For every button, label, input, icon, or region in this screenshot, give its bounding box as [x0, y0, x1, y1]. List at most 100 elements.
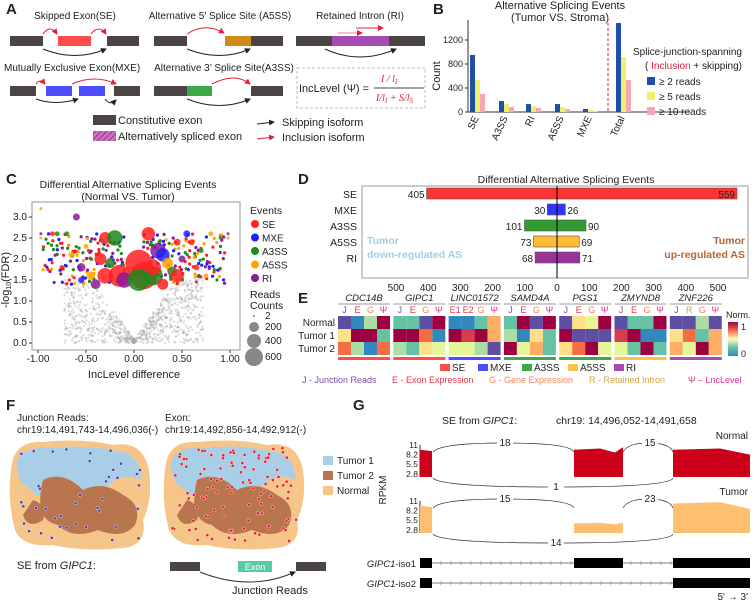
c-point-gray: [197, 313, 200, 316]
c-point-gray: [100, 317, 103, 320]
c-point-gray: [171, 297, 174, 300]
c-point-gray: [165, 316, 168, 319]
c-point-gray: [148, 320, 151, 323]
e-heatmap-cell: [503, 316, 517, 329]
c-point-gray: [112, 329, 115, 332]
e-heatmap-cell: [393, 316, 407, 329]
f-read-dot: [136, 536, 141, 541]
c-point-mxe: [45, 265, 49, 269]
c-point-gray: [169, 325, 172, 328]
f-read-dot: [186, 496, 191, 501]
c-point-gray: [98, 330, 101, 333]
c-point-gray: [99, 296, 102, 300]
c-point-gray: [66, 290, 69, 294]
c-point-a3ss: [215, 278, 219, 282]
c-point-gray: [190, 282, 193, 285]
g-coverage-exon1: [420, 505, 432, 533]
c-point-gray: [63, 309, 66, 313]
c-point-gray: [191, 297, 195, 300]
c-point-a3ss: [41, 247, 45, 252]
c-point-gray: [148, 335, 151, 338]
c-point-gray: [174, 294, 177, 297]
c-point-gray: [74, 322, 77, 325]
c-point-gray: [63, 294, 66, 297]
c-point-gray: [201, 306, 205, 309]
c-point-gray: [168, 297, 171, 300]
c-point-gray: [187, 330, 191, 333]
e-heatmap-cell: [708, 329, 722, 342]
f-skipped-exon: [238, 561, 272, 572]
g-track-label: Tumor: [719, 487, 748, 498]
c-point-gray: [173, 329, 177, 333]
f-read-dot: [95, 506, 100, 510]
g-isoform-exon: [574, 558, 623, 568]
c-point-gray: [196, 306, 199, 309]
e-norm-title: Norm.: [726, 310, 751, 320]
f-se-part: SE from: [17, 560, 60, 572]
c-point-gray: [118, 337, 121, 340]
c-point-gray: [100, 312, 103, 315]
c-point-gray: [188, 280, 191, 283]
c-point-gray: [132, 340, 136, 344]
c-point-gray: [135, 338, 138, 342]
c-point-gray: [111, 324, 114, 327]
inclusion-arrow: [35, 78, 46, 85]
c-point-gray: [199, 321, 202, 325]
c-point-gray: [75, 335, 78, 338]
e-column-label: J: [563, 305, 568, 315]
g-strand-chevron: [589, 580, 593, 586]
c-point-gray: [188, 288, 191, 291]
f-read-dot: [201, 496, 206, 501]
c-point-gray: [176, 303, 179, 306]
c-point-gray: [125, 335, 128, 338]
c-point-gray: [105, 322, 108, 326]
b-bar-ri: [531, 106, 536, 112]
d-xtick-label: 0: [554, 283, 560, 294]
c-point-a3ss: [149, 240, 153, 244]
c-point-gray: [97, 317, 100, 320]
f-read-dot: [284, 479, 289, 484]
c-point-gray: [186, 294, 189, 297]
c-point-gray: [189, 338, 193, 341]
f-read-dot: [119, 461, 123, 466]
d-bar-a3ss: [524, 219, 587, 232]
c-point-gray: [104, 328, 107, 332]
f-read-dot: [267, 524, 271, 528]
c-point-mxe: [183, 230, 191, 238]
c-point-gray: [153, 320, 156, 323]
c-point-gray: [167, 306, 170, 309]
c-point-gray: [64, 327, 67, 331]
panel-letter-g: G: [353, 397, 365, 414]
c-point-gray: [188, 288, 191, 292]
d-category-label: A5SS: [330, 237, 357, 249]
d-category-label: SE: [343, 189, 357, 201]
constitutive-swatch: [93, 115, 116, 125]
c-point-gray: [161, 308, 165, 312]
c-point-gray: [182, 283, 185, 286]
g-strand-chevron: [559, 580, 563, 586]
c-point-gray: [183, 282, 186, 285]
g-junction-count: 15: [499, 494, 511, 505]
skipping-arrow: [42, 48, 107, 56]
f-read-dot: [257, 497, 261, 501]
c-point-gray: [179, 320, 183, 323]
g-ytick-label: 8.2: [406, 450, 418, 460]
c-point-gray: [65, 333, 69, 336]
b-bar-mxe: [588, 110, 593, 112]
e-heatmap-cell: [377, 329, 390, 342]
c-point-gray: [87, 328, 90, 331]
c-point-gray: [95, 302, 98, 305]
c-point-gray: [134, 340, 138, 343]
c-point-gray: [201, 337, 204, 340]
e-column-label: Ψ: [435, 305, 443, 315]
c-point-gray: [127, 330, 131, 334]
f-read-dot: [215, 478, 219, 483]
c-point-gray: [145, 325, 148, 328]
c-point-gray: [190, 289, 193, 293]
e-heatmap-cell: [364, 342, 377, 355]
c-point-gray: [140, 337, 144, 341]
c-point-gray: [159, 301, 162, 304]
c-point-a5ss: [215, 240, 219, 245]
c-point-gray: [158, 324, 162, 327]
c-point-gray: [103, 332, 106, 335]
